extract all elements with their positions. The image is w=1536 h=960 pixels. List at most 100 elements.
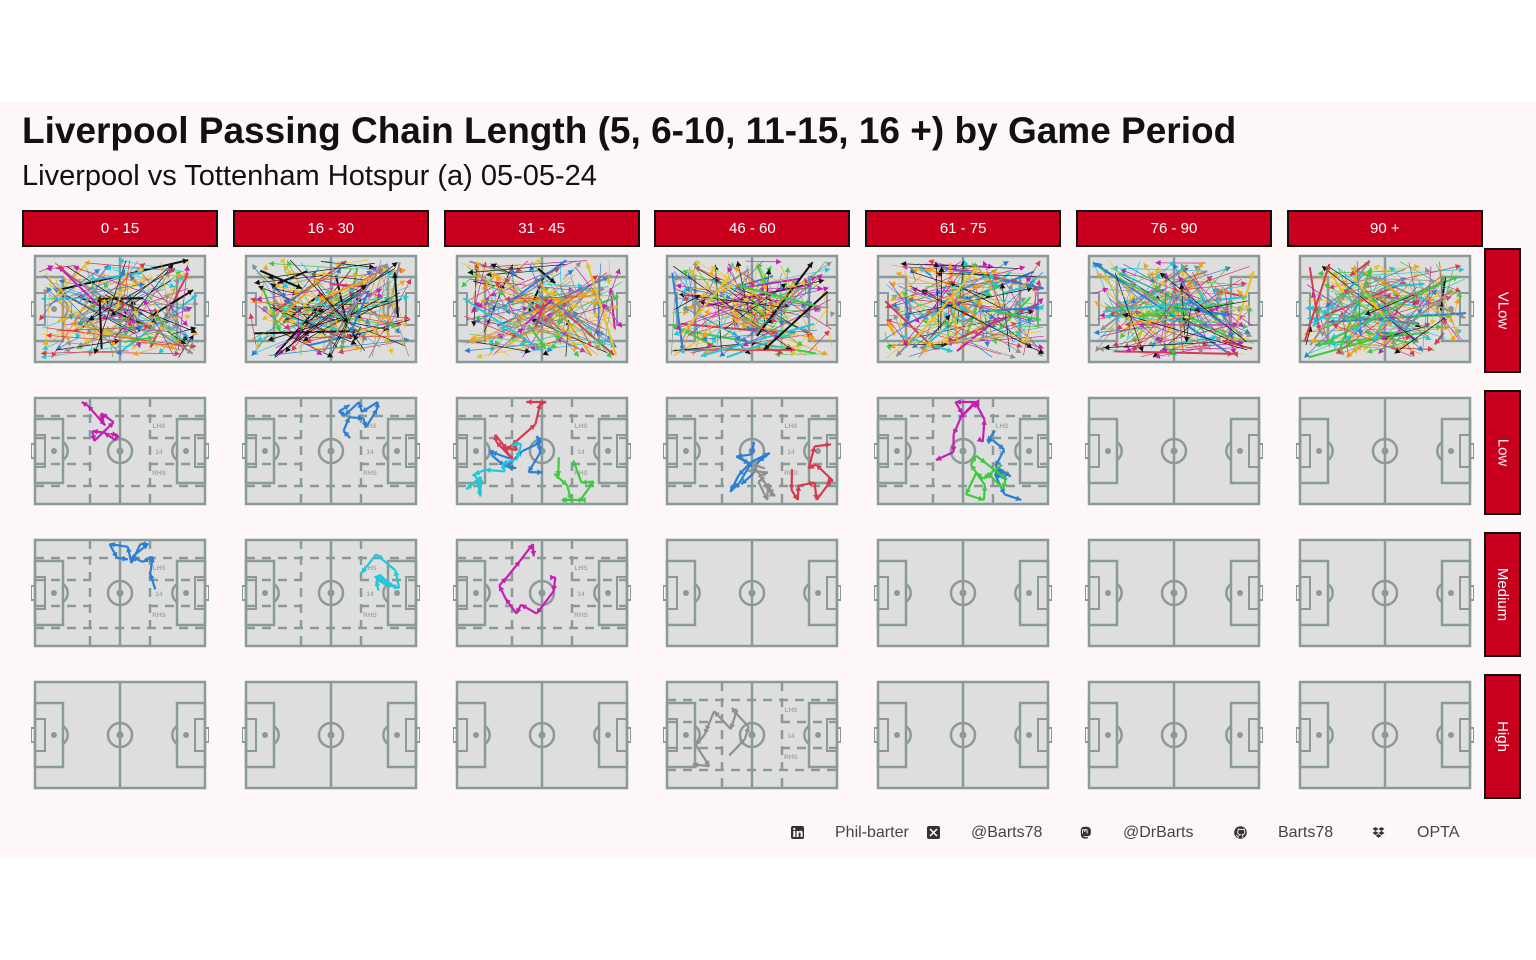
pass-arrowhead (1096, 272, 1103, 279)
pass-line (682, 270, 714, 350)
pass-arrowhead (186, 348, 193, 354)
pass-arrowhead (1022, 282, 1028, 289)
pass-arrowhead (1242, 323, 1249, 330)
pass-line (337, 341, 396, 353)
pass-arrowhead (1366, 267, 1372, 274)
pass-line (473, 263, 477, 327)
pass-arrowhead (1155, 273, 1161, 280)
pass-arrowhead (73, 265, 80, 272)
pass-line (531, 301, 577, 326)
pass-arrowhead (1454, 264, 1461, 270)
pass-arrowhead (115, 303, 121, 310)
pass-arrowhead (110, 310, 117, 317)
pass-arrowhead (277, 278, 284, 284)
pass-line (149, 272, 189, 348)
pass-arrowhead (890, 280, 896, 287)
pass-arrowhead (1216, 296, 1222, 303)
pass-line (462, 297, 542, 352)
pass-arrowhead (978, 495, 985, 502)
pass-arrowhead (286, 260, 292, 267)
pass-arrowhead (348, 291, 355, 297)
pass-arrowhead (567, 270, 573, 276)
pass-arrowhead (509, 267, 516, 274)
pass-line (1323, 283, 1392, 323)
pass-arrowhead (536, 607, 542, 614)
pass-line (925, 286, 1000, 288)
pass-line (1123, 263, 1157, 283)
pass-arrowhead (1143, 262, 1149, 269)
pass-line (1303, 302, 1361, 359)
pass-arrowhead (248, 313, 254, 320)
pass-arrowhead (1032, 284, 1039, 291)
pass-line (278, 304, 397, 328)
pass-arrowhead (394, 327, 401, 334)
pass-arrowhead (39, 314, 45, 321)
zone-label: 14 (366, 591, 374, 598)
pass-arrowhead (387, 348, 394, 355)
pass-line (1159, 293, 1174, 343)
pass-arrowhead (344, 417, 350, 424)
pass-line (733, 265, 749, 320)
pass-line (310, 347, 361, 349)
pass-line (71, 322, 181, 351)
pass-arrowhead (736, 452, 743, 459)
pass-line (371, 263, 388, 357)
pass-line (943, 304, 962, 345)
zone-label: RHS (785, 754, 799, 761)
pass-arrowhead (342, 317, 349, 324)
pass-arrowhead (400, 268, 406, 274)
pass-arrowhead (353, 334, 359, 341)
pass-arrowhead (392, 272, 398, 278)
pass-arrowhead (255, 342, 262, 348)
pass-line (1234, 270, 1255, 331)
pass-arrowhead (40, 295, 47, 302)
pass-arrowhead (391, 262, 398, 268)
pass-line (280, 331, 333, 358)
pass-arrowhead (338, 411, 345, 417)
pass-line (1303, 263, 1331, 342)
pass-arrowhead (734, 336, 741, 342)
pass-line (497, 276, 603, 345)
pass-arrowhead (676, 283, 682, 289)
pass-arrowhead (1035, 304, 1041, 311)
pass-line (983, 260, 1014, 342)
pass-arrowhead (182, 320, 188, 327)
pass-line (1395, 289, 1437, 343)
pass-arrowhead (890, 295, 897, 302)
zone-label: LHS (996, 423, 1010, 430)
pass-arrowhead (807, 262, 813, 269)
pass-arrowhead (40, 350, 47, 357)
pass-line (1224, 290, 1235, 355)
pass-line (746, 260, 782, 263)
pass-line (268, 339, 410, 356)
pass-arrowhead (1332, 272, 1339, 279)
pass-line (249, 313, 257, 345)
pass-line (1321, 265, 1417, 342)
pass-arrowhead (1002, 261, 1009, 267)
pass-arrowhead (609, 290, 615, 297)
pass-arrowhead (550, 585, 557, 592)
pass-arrowhead (193, 301, 199, 307)
pass-arrowhead (963, 260, 969, 267)
pass-arrowhead (154, 315, 161, 322)
pass-arrowhead (947, 336, 954, 343)
pass-line (1403, 292, 1456, 323)
pitch-panel (1295, 396, 1474, 506)
pass-arrowhead (760, 475, 766, 482)
pass-arrowhead (1453, 298, 1460, 305)
pass-arrowhead (1206, 275, 1213, 282)
pass-arrowhead (972, 266, 979, 273)
pass-line (58, 265, 103, 310)
pass-arrowhead (142, 556, 149, 563)
pass-line (890, 275, 923, 302)
pass-arrowhead (1429, 319, 1436, 326)
pass-arrowhead (1016, 342, 1023, 349)
pass-arrowhead (268, 260, 275, 267)
pass-arrowhead (376, 264, 382, 271)
pass-line (918, 318, 1032, 341)
pass-arrowhead (707, 343, 714, 349)
pass-arrowhead (1317, 270, 1323, 277)
pass-arrowhead (790, 282, 797, 288)
pass-line (519, 340, 606, 353)
pass-arrowhead (494, 282, 501, 288)
